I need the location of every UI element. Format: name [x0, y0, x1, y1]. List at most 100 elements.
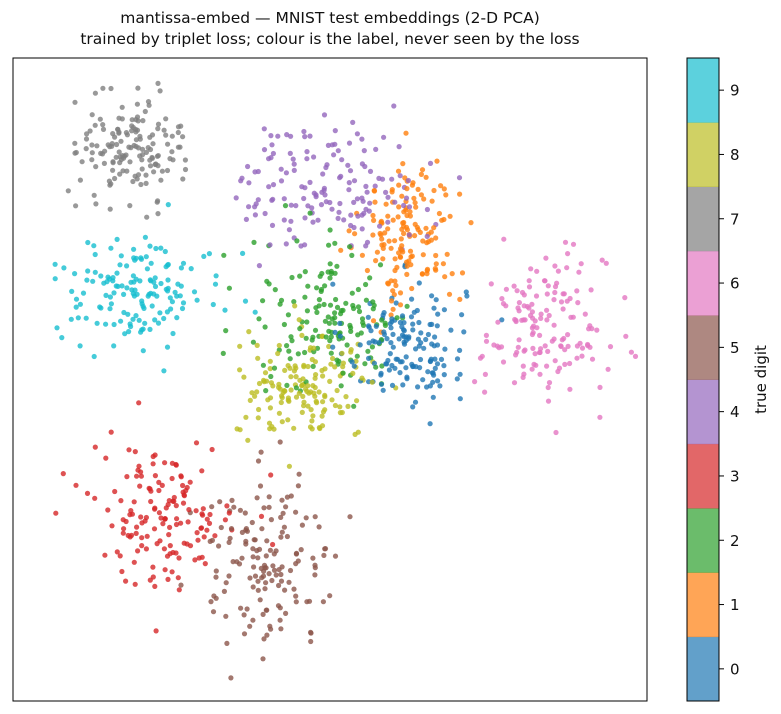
point-digit-6: [538, 315, 544, 321]
point-digit-3: [199, 468, 205, 474]
point-digit-5: [281, 524, 287, 530]
point-digit-1: [429, 198, 435, 204]
point-digit-3: [178, 520, 184, 526]
point-digit-5: [284, 533, 290, 540]
point-digit-8: [337, 410, 343, 416]
point-digit-7: [140, 152, 146, 158]
point-digit-8: [327, 378, 333, 384]
point-digit-4: [332, 128, 338, 134]
point-digit-2: [322, 318, 328, 324]
point-digit-5: [277, 617, 283, 623]
point-digit-9: [152, 317, 158, 323]
point-digit-5: [273, 548, 279, 554]
point-digit-0: [434, 323, 440, 329]
point-digit-9: [222, 307, 228, 313]
point-digit-5: [288, 493, 294, 499]
point-digit-1: [392, 278, 398, 284]
point-digit-6: [560, 291, 566, 297]
point-digit-1: [397, 290, 404, 296]
point-digit-7: [165, 141, 171, 147]
point-digit-6: [603, 260, 609, 266]
point-digit-1: [409, 182, 415, 188]
point-digit-1: [399, 243, 405, 249]
point-digit-7: [167, 156, 173, 162]
point-digit-6: [530, 345, 536, 351]
point-digit-4: [348, 212, 354, 218]
point-digit-3: [139, 535, 145, 541]
point-digit-0: [441, 363, 447, 369]
point-digit-8: [276, 342, 282, 349]
point-digit-3: [176, 587, 182, 593]
point-digit-1: [438, 183, 444, 189]
point-digit-5: [312, 572, 318, 578]
point-digit-9: [117, 262, 123, 268]
point-digit-8: [352, 431, 358, 437]
point-digit-1: [421, 196, 427, 202]
point-digit-3: [185, 519, 191, 525]
point-digit-6: [562, 347, 568, 353]
point-digit-9: [118, 318, 124, 324]
point-digit-6: [544, 317, 550, 323]
point-digit-6: [529, 309, 536, 315]
point-digit-0: [381, 310, 387, 316]
point-digit-7: [175, 129, 181, 136]
point-digit-3: [126, 447, 132, 453]
point-digit-9: [147, 243, 153, 249]
point-digit-1: [403, 130, 409, 136]
point-digit-4: [288, 202, 294, 208]
point-digit-2: [334, 304, 341, 310]
point-digit-8: [329, 397, 335, 403]
point-digit-4: [275, 133, 281, 139]
point-digit-2: [256, 316, 262, 322]
point-digit-0: [330, 344, 336, 350]
point-digit-6: [599, 257, 605, 263]
point-digit-5: [216, 543, 222, 549]
point-digit-8: [312, 359, 318, 365]
point-digit-3: [162, 567, 168, 573]
point-digit-0: [435, 311, 441, 317]
point-digit-3: [199, 511, 205, 517]
point-digit-2: [354, 353, 360, 359]
point-digit-4: [341, 217, 347, 223]
point-digit-0: [337, 320, 343, 326]
point-digit-9: [153, 245, 159, 252]
point-digit-6: [549, 338, 555, 344]
point-digit-3: [198, 525, 204, 531]
point-digit-0: [401, 339, 407, 345]
point-digit-1: [386, 238, 392, 244]
point-digit-4: [323, 199, 329, 205]
point-digit-3: [207, 511, 213, 518]
point-digit-2: [362, 361, 368, 367]
point-digit-3: [156, 510, 162, 516]
point-digit-1: [380, 256, 386, 262]
point-digit-1: [418, 171, 424, 177]
colorbar-segment-1: [687, 572, 719, 638]
point-digit-6: [551, 322, 557, 328]
point-digit-0: [389, 382, 396, 388]
point-digit-0: [388, 340, 394, 346]
point-digit-2: [262, 324, 268, 330]
point-digit-3: [138, 469, 144, 475]
point-digit-4: [322, 192, 328, 198]
point-digit-1: [423, 225, 429, 231]
point-digit-4: [310, 219, 316, 225]
point-digit-2: [223, 328, 229, 334]
point-digit-8: [276, 410, 282, 416]
point-digit-1: [420, 252, 426, 258]
point-digit-9: [111, 290, 117, 296]
point-digit-1: [431, 187, 437, 194]
point-digit-9: [75, 315, 81, 321]
point-digit-9: [108, 245, 114, 251]
point-digit-1: [457, 296, 463, 302]
point-digit-2: [356, 308, 363, 315]
point-digit-9: [191, 289, 198, 295]
point-digit-8: [332, 402, 338, 409]
point-digit-3: [164, 553, 171, 559]
point-digit-7: [77, 177, 83, 183]
point-digit-0: [421, 345, 427, 351]
point-digit-9: [77, 343, 83, 349]
point-digit-7: [158, 177, 164, 183]
point-digit-4: [305, 203, 311, 209]
point-digit-0: [390, 344, 396, 350]
point-digit-4: [321, 187, 327, 193]
